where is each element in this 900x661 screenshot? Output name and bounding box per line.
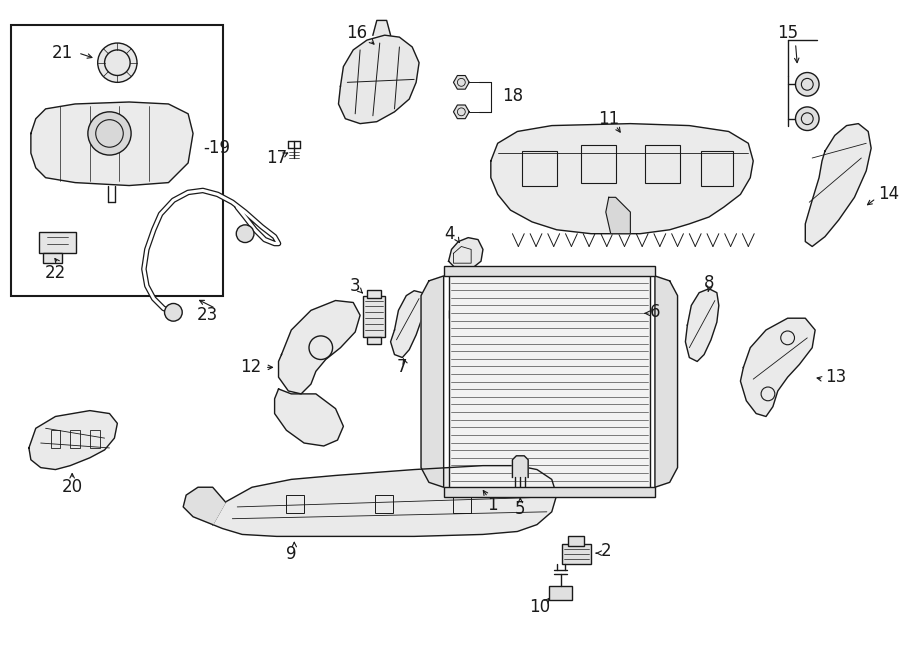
Bar [444,487,655,497]
Polygon shape [274,389,344,446]
Circle shape [796,73,819,96]
Bar [581,145,616,182]
Text: 3: 3 [350,277,361,295]
Bar [448,271,650,492]
Bar [701,151,733,186]
Text: 4: 4 [445,225,455,243]
Text: -19: -19 [202,139,230,157]
Bar [549,586,572,600]
Bar [448,311,640,318]
Polygon shape [806,124,871,247]
Bar [645,145,680,182]
Bar [454,495,472,513]
Text: 6: 6 [650,303,661,321]
Bar [42,253,62,263]
Circle shape [237,225,254,243]
Polygon shape [655,276,678,487]
Bar [367,337,381,344]
Text: 8: 8 [704,274,715,292]
Text: 9: 9 [286,545,297,563]
Circle shape [88,112,131,155]
Polygon shape [741,318,815,416]
Bar [286,495,304,513]
Text: 22: 22 [45,264,66,282]
Polygon shape [373,20,391,35]
Bar [562,544,591,564]
Text: 17: 17 [266,149,287,167]
Bar [11,25,222,295]
Polygon shape [278,301,360,394]
Polygon shape [512,456,528,477]
Bar [363,295,384,337]
Polygon shape [421,276,444,487]
Polygon shape [31,102,193,186]
Polygon shape [491,124,753,234]
Text: 2: 2 [601,542,611,560]
Polygon shape [454,105,469,118]
Text: 13: 13 [825,368,846,386]
Circle shape [165,303,182,321]
Text: 1: 1 [488,496,498,514]
Text: 7: 7 [397,358,408,376]
Bar [569,536,584,546]
Bar [444,266,655,276]
Bar [90,430,100,448]
Polygon shape [184,487,226,525]
Bar [70,430,80,448]
Polygon shape [338,35,419,124]
Text: 21: 21 [51,44,73,62]
Bar [374,495,392,513]
Polygon shape [448,237,483,269]
Text: 16: 16 [346,24,368,42]
Polygon shape [29,410,117,469]
Text: 15: 15 [777,24,798,42]
Text: 12: 12 [240,358,262,376]
Circle shape [796,107,819,130]
Polygon shape [454,75,469,89]
Text: 20: 20 [61,479,83,496]
Polygon shape [391,291,424,358]
Text: 5: 5 [515,500,526,518]
Text: 23: 23 [197,306,219,325]
Polygon shape [686,289,719,362]
Polygon shape [212,465,557,536]
Text: 14: 14 [878,185,899,204]
Bar [50,430,60,448]
Polygon shape [606,198,630,234]
Bar [367,290,381,297]
Circle shape [98,43,137,83]
Bar [39,232,76,253]
Bar [522,151,557,186]
Text: 11: 11 [598,110,619,128]
Text: 10: 10 [529,598,551,616]
Text: 18: 18 [502,87,524,105]
